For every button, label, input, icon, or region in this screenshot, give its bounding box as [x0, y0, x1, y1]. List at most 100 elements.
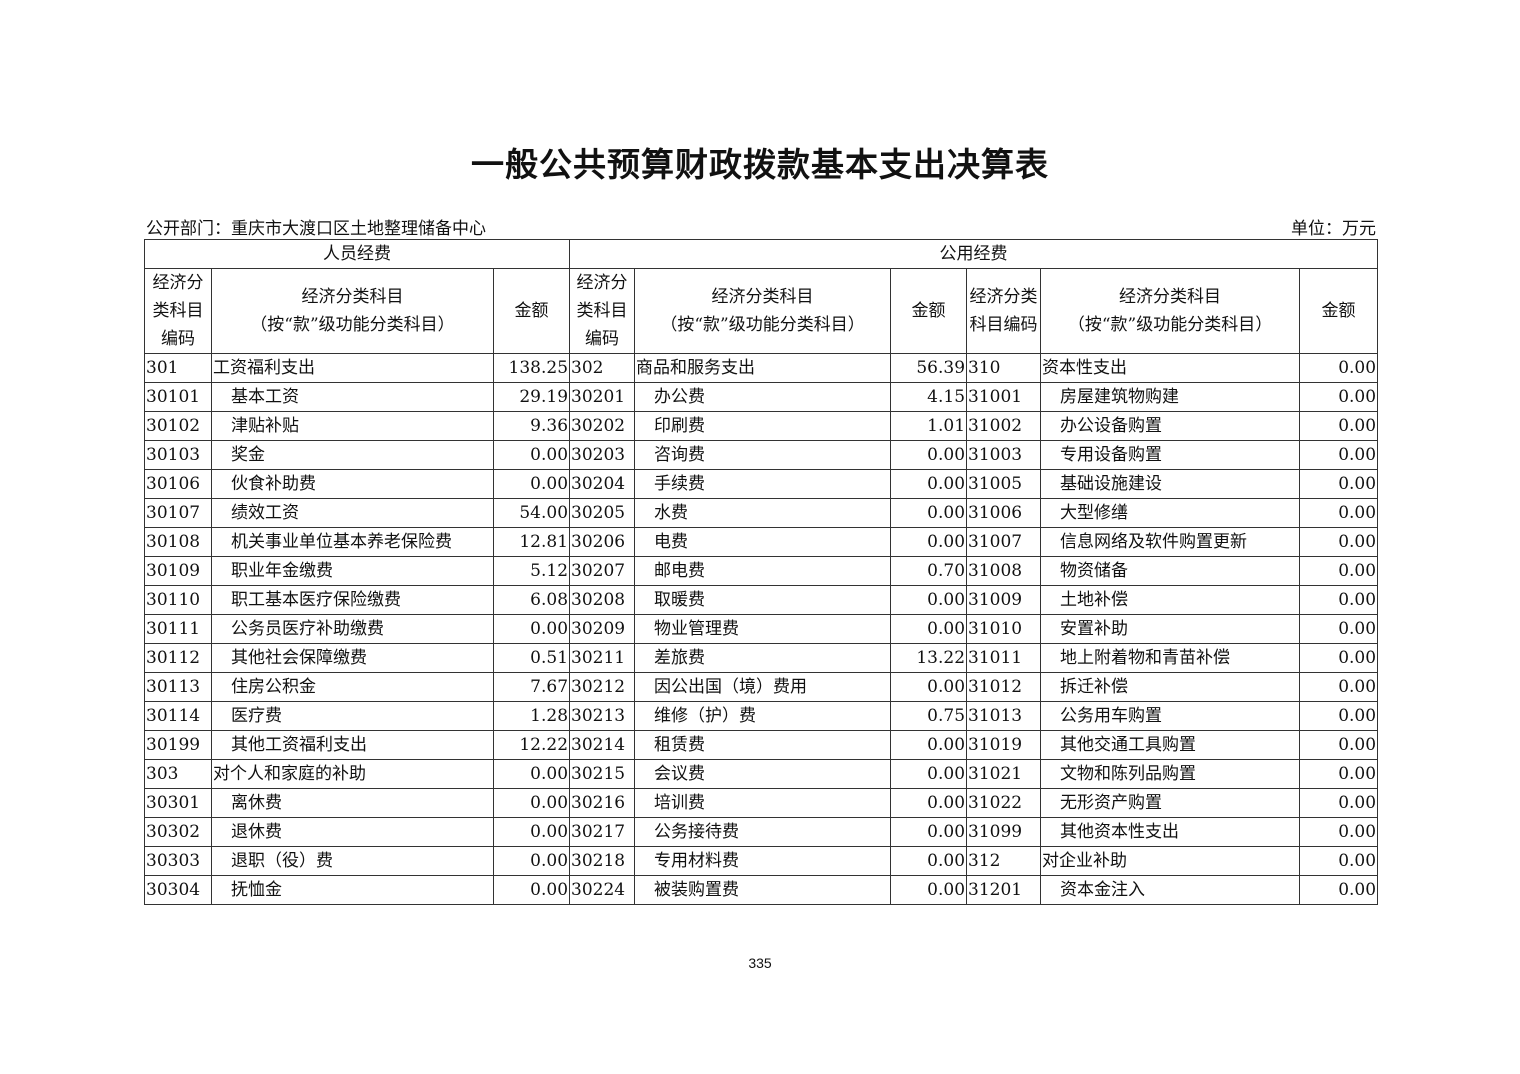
cell-code: 30108 [144, 527, 212, 557]
cell-code: 30205 [569, 498, 636, 528]
cell-name: 会议费 [634, 759, 892, 789]
cell-code: 30206 [569, 527, 636, 557]
cell-amount: 0.00 [890, 585, 968, 615]
cell-amount: 0.00 [492, 788, 571, 818]
cell-amount: 0.00 [492, 817, 571, 847]
cell-code: 30112 [144, 643, 212, 673]
cell-amount: 6.08 [492, 585, 571, 615]
cell-name: 租赁费 [634, 730, 892, 760]
cell-name: 土地补偿 [1040, 585, 1301, 615]
cell-amount: 4.15 [890, 382, 968, 412]
cell-code: 31010 [966, 614, 1042, 644]
cell-amount: 7.67 [492, 672, 571, 702]
cell-code: 31009 [966, 585, 1042, 615]
cell-code: 31007 [966, 527, 1042, 557]
cell-name: 信息网络及软件购置更新 [1040, 527, 1301, 557]
cell-name: 伙食补助费 [211, 469, 494, 499]
cell-name: 奖金 [211, 440, 494, 470]
cell-name: 培训费 [634, 788, 892, 818]
cell-code: 30224 [569, 875, 636, 905]
cell-name: 大型修缮 [1040, 498, 1301, 528]
cell-name: 机关事业单位基本养老保险费 [211, 527, 494, 557]
cell-amount: 0.00 [890, 498, 968, 528]
cell-amount: 0.00 [890, 527, 968, 557]
cell-name: 办公费 [634, 382, 892, 412]
header-name: 经济分类科目 （按“款”级功能分类科目） [1040, 268, 1301, 354]
cell-name: 商品和服务支出 [634, 353, 892, 383]
cell-name: 职业年金缴费 [211, 556, 494, 586]
cell-code: 31003 [966, 440, 1042, 470]
header-amount: 金额 [890, 268, 968, 354]
cell-code: 31008 [966, 556, 1042, 586]
cell-code: 31013 [966, 701, 1042, 731]
cell-name: 被装购置费 [634, 875, 892, 905]
column-header-row: 经济分类科目编码 经济分类科目 （按“款”级功能分类科目） 金额 经济分类科目编码 经济分… [144, 268, 1379, 354]
cell-amount: 0.00 [492, 469, 571, 499]
cell-name: 电费 [634, 527, 892, 557]
cell-name: 津贴补贴 [211, 411, 494, 441]
cell-name: 专用材料费 [634, 846, 892, 876]
cell-amount: 12.22 [492, 730, 571, 760]
cell-amount: 0.00 [890, 846, 968, 876]
table-row: 30303 退职（役）费 0.00 30218 专用材料费 0.00 312 对企业补助 0.0… [144, 846, 1379, 876]
cell-name: 取暖费 [634, 585, 892, 615]
cell-amount: 0.00 [890, 614, 968, 644]
cell-code: 303 [144, 759, 212, 789]
header-name-line2: （按“款”级功能分类科目） [660, 315, 865, 335]
cell-code: 30203 [569, 440, 636, 470]
cell-amount: 12.81 [492, 527, 571, 557]
cell-name: 公务接待费 [634, 817, 892, 847]
header-name-line1: 经济分类科目 [711, 287, 814, 307]
cell-amount: 0.00 [492, 846, 571, 876]
cell-name: 其他资本性支出 [1040, 817, 1301, 847]
cell-name: 对企业补助 [1040, 846, 1301, 876]
cell-amount: 0.00 [1299, 382, 1379, 412]
cell-amount: 0.00 [492, 875, 571, 905]
cell-amount: 13.22 [890, 643, 968, 673]
cell-code: 30217 [569, 817, 636, 847]
cell-amount: 29.19 [492, 382, 571, 412]
table-row: 30106 伙食补助费 0.00 30204 手续费 0.00 31005 基础设施建设 0.0… [144, 469, 1379, 499]
cell-code: 30208 [569, 585, 636, 615]
cell-amount: 0.00 [890, 817, 968, 847]
cell-code: 30214 [569, 730, 636, 760]
cell-code: 30106 [144, 469, 212, 499]
cell-amount: 0.00 [1299, 527, 1379, 557]
cell-code: 30199 [144, 730, 212, 760]
cell-code: 30301 [144, 788, 212, 818]
table-row: 301 工资福利支出 138.25 302 商品和服务支出 56.39 310 资本性支出 0.… [144, 353, 1379, 383]
cell-code: 31201 [966, 875, 1042, 905]
unit-label: 单位：万元 [1291, 219, 1376, 239]
table-row: 30301 离休费 0.00 30216 培训费 0.00 31022 无形资产购置 0.00 [144, 788, 1379, 818]
cell-code: 31019 [966, 730, 1042, 760]
cell-name: 物业管理费 [634, 614, 892, 644]
table-row: 30109 职业年金缴费 5.12 30207 邮电费 0.70 31008 物资储备 0.00 [144, 556, 1379, 586]
cell-code: 31022 [966, 788, 1042, 818]
cell-amount: 0.00 [1299, 469, 1379, 499]
cell-amount: 0.00 [1299, 643, 1379, 673]
cell-amount: 0.00 [1299, 411, 1379, 441]
cell-code: 302 [569, 353, 636, 383]
cell-code: 30215 [569, 759, 636, 789]
cell-name: 公务员医疗补助缴费 [211, 614, 494, 644]
group-personnel: 人员经费 [143, 239, 571, 269]
cell-code: 30303 [144, 846, 212, 876]
cell-amount: 0.70 [890, 556, 968, 586]
cell-amount: 0.00 [1299, 846, 1379, 876]
cell-name: 咨询费 [634, 440, 892, 470]
cell-name: 办公设备购置 [1040, 411, 1301, 441]
cell-name: 基本工资 [211, 382, 494, 412]
header-code: 经济分类科目编码 [569, 268, 636, 354]
cell-code: 31002 [966, 411, 1042, 441]
cell-code: 30202 [569, 411, 636, 441]
cell-name: 手续费 [634, 469, 892, 499]
cell-code: 30209 [569, 614, 636, 644]
cell-code: 30212 [569, 672, 636, 702]
cell-amount: 0.00 [1299, 788, 1379, 818]
cell-code: 30102 [144, 411, 212, 441]
cell-code: 31021 [966, 759, 1042, 789]
cell-name: 医疗费 [211, 701, 494, 731]
cell-name: 公务用车购置 [1040, 701, 1301, 731]
cell-name: 住房公积金 [211, 672, 494, 702]
cell-code: 31001 [966, 382, 1042, 412]
